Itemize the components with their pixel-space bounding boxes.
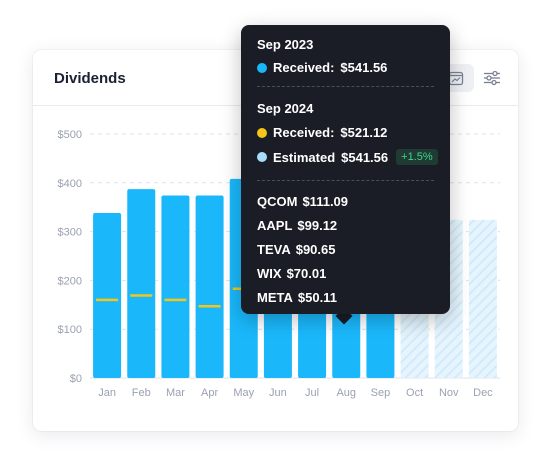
holding-ticker: AAPL	[257, 218, 293, 233]
x-tick-label: Jan	[98, 387, 116, 399]
holding-amount: $70.01	[286, 266, 327, 281]
x-tick-label: Dec	[473, 387, 493, 399]
x-tick-label: May	[233, 387, 254, 399]
received-2023-value: $541.56	[340, 60, 388, 75]
estimated-dot	[257, 152, 267, 162]
y-tick-label: $500	[58, 129, 82, 141]
estimated-value: $541.56	[341, 149, 389, 165]
received-2024-value: $521.12	[340, 125, 388, 140]
tooltip-period-2024: Sep 2024	[257, 101, 314, 116]
card-title: Dividends	[54, 70, 126, 87]
x-tick-label: Mar	[166, 387, 185, 399]
tooltip-received-2024: Received: $521.12	[257, 125, 387, 140]
holding-amount: $90.65	[295, 242, 336, 257]
chart-tooltip: Sep 2023 Received: $541.56 Sep 2024 Rece…	[241, 25, 450, 314]
x-tick-label: Apr	[201, 387, 218, 399]
holding-ticker: QCOM	[257, 194, 298, 209]
tooltip-separator	[257, 86, 434, 87]
change-badge: +1.5%	[396, 149, 438, 165]
y-tick-label: $200	[58, 275, 82, 287]
tooltip-separator	[257, 180, 434, 181]
tooltip-estimated: Estimated $541.56 +1.5%	[257, 149, 438, 165]
x-tick-label: Jun	[269, 387, 287, 399]
holding-row: QCOM $111.09	[257, 194, 348, 209]
x-tick-label: Oct	[406, 387, 423, 399]
sliders-icon	[484, 70, 500, 86]
holding-ticker: TEVA	[257, 242, 291, 257]
bar-received-jan[interactable]	[93, 213, 122, 378]
y-tick-label: $0	[70, 373, 82, 385]
x-tick-label: Aug	[336, 387, 356, 399]
holding-row: META $50.11	[257, 290, 337, 305]
bar-received-feb[interactable]	[127, 189, 156, 378]
tooltip-period-2023: Sep 2023	[257, 37, 314, 52]
estimated-label: Estimated	[273, 149, 336, 165]
received-2023-label: Received:	[273, 60, 335, 75]
holding-ticker: WIX	[257, 266, 282, 281]
holding-amount: $111.09	[302, 194, 349, 209]
received-2024-label: Received:	[273, 125, 335, 140]
x-tick-label: Sep	[371, 387, 391, 399]
holding-amount: $99.12	[297, 218, 338, 233]
bar-received-apr[interactable]	[195, 195, 224, 378]
bar-received-mar[interactable]	[161, 195, 190, 378]
settings-button[interactable]	[478, 64, 506, 92]
holding-ticker: META	[257, 290, 293, 305]
holding-row: TEVA $90.65	[257, 242, 335, 257]
x-tick-label: Nov	[439, 387, 459, 399]
y-tick-label: $100	[58, 324, 82, 336]
holding-amount: $50.11	[297, 290, 337, 305]
x-tick-label: Jul	[305, 387, 319, 399]
tooltip-received-2023: Received: $541.56	[257, 60, 387, 75]
y-tick-label: $300	[58, 227, 82, 239]
x-tick-label: Feb	[132, 387, 151, 399]
bar-estimated-dec[interactable]	[468, 219, 497, 378]
received-2023-dot	[257, 62, 267, 73]
holding-row: AAPL $99.12	[257, 218, 337, 233]
y-tick-label: $400	[58, 178, 82, 190]
holding-row: WIX $70.01	[257, 266, 326, 281]
received-2024-dot	[257, 127, 267, 138]
